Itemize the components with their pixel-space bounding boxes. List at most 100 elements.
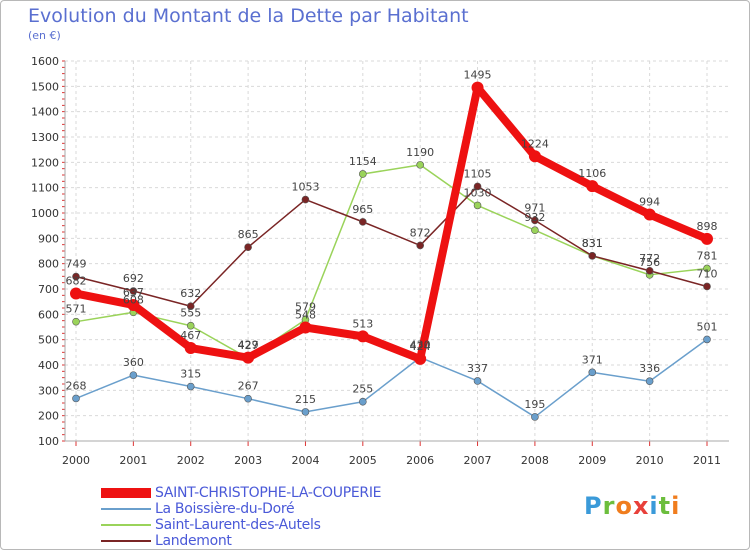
data-point <box>531 413 539 421</box>
data-labels: 682 637 467 429 548 513 424 1495 1224 1106 994 898 2… <box>66 69 718 411</box>
x-tick-label: 2009 <box>578 454 606 467</box>
data-label: 513 <box>352 317 373 330</box>
x-tick-label: 2005 <box>349 454 377 467</box>
data-label: 427 <box>238 339 259 352</box>
data-label: 430 <box>410 338 431 351</box>
y-tick-labels: 100 200 300 400 500 600 700 800 900 1000 1100 1200 1… <box>31 55 59 448</box>
y-tick-label: 800 <box>38 258 59 271</box>
data-point <box>531 226 539 235</box>
data-point <box>473 377 482 385</box>
data-point <box>414 352 427 365</box>
x-tick-label: 2010 <box>636 454 664 467</box>
data-label: 315 <box>180 368 201 381</box>
y-tick-label: 1400 <box>31 106 59 119</box>
data-point <box>473 201 482 210</box>
x-tick-label: 2001 <box>119 454 147 467</box>
data-label: 337 <box>467 362 488 375</box>
x-tick-label: 2004 <box>291 454 319 467</box>
logo-letter: P <box>584 492 603 520</box>
data-point <box>586 180 599 193</box>
data-point <box>473 182 482 191</box>
y-tick-label: 1200 <box>31 156 59 169</box>
data-point <box>703 264 711 273</box>
data-label: 1495 <box>464 69 492 82</box>
logo-letter: x <box>632 492 650 520</box>
legend-swatch <box>101 517 151 533</box>
y-tick-label: 1000 <box>31 207 59 220</box>
y-tick-label: 1600 <box>31 55 59 68</box>
data-label: 255 <box>352 383 373 396</box>
chart-title: Evolution du Montant de la Dette par Hab… <box>28 5 469 27</box>
data-label: 267 <box>238 380 259 393</box>
data-label: 749 <box>66 258 87 271</box>
series-lines <box>70 81 713 421</box>
chart-unit-label: (en €) <box>28 29 61 42</box>
data-point <box>703 335 711 344</box>
data-label: 682 <box>66 275 87 288</box>
x-tick-label: 2002 <box>177 454 205 467</box>
data-point <box>645 266 654 275</box>
data-point <box>701 232 713 245</box>
data-point <box>588 368 597 377</box>
y-tick-label: 1300 <box>31 131 59 144</box>
proxiti-logo: Proxiti <box>584 492 680 520</box>
series-line <box>75 338 708 418</box>
y-tick-label: 1100 <box>31 182 59 195</box>
data-label: 360 <box>123 356 144 369</box>
y-tick-label: 200 <box>38 410 59 423</box>
x-tick-labels: 2000 2001 2002 2003 2004 2005 2006 2007 2008 2009… <box>62 454 721 467</box>
data-label: 710 <box>697 267 718 280</box>
data-point <box>186 302 195 311</box>
legend-label: Landemont <box>155 533 232 549</box>
series-line <box>72 83 711 363</box>
data-point <box>531 216 539 225</box>
x-tick-label: 2008 <box>521 454 549 467</box>
data-point <box>301 408 310 416</box>
data-label: 1190 <box>406 146 434 159</box>
legend-label: La Boissière-du-Doré <box>155 501 295 517</box>
x-tick-label: 2011 <box>693 454 721 467</box>
legend-label: SAINT-CHRISTOPHE-LA-COUPERIE <box>155 485 382 501</box>
data-point <box>703 282 711 291</box>
logo-letter: o <box>615 492 633 520</box>
data-label: 336 <box>639 362 660 375</box>
y-tick-label: 100 <box>38 435 59 448</box>
data-point <box>643 208 656 221</box>
data-label: 692 <box>123 272 144 285</box>
data-label: 1105 <box>464 167 492 180</box>
legend-swatch <box>101 501 151 517</box>
data-label: 781 <box>697 249 718 262</box>
data-point <box>244 394 252 403</box>
data-point <box>129 371 138 379</box>
x-tick-label: 2000 <box>62 454 90 467</box>
data-label: 1154 <box>349 155 377 168</box>
legend-line <box>101 508 151 510</box>
data-label: 831 <box>582 237 603 250</box>
data-label: 932 <box>524 211 545 224</box>
data-label: 548 <box>295 309 316 322</box>
data-point <box>70 287 82 300</box>
y-tick-label: 300 <box>38 384 59 397</box>
x-tick-label: 2006 <box>406 454 434 467</box>
data-label: 371 <box>582 353 603 366</box>
plot-area <box>65 61 729 441</box>
data-point <box>72 394 80 403</box>
grid-lines <box>65 60 729 442</box>
data-label: 898 <box>697 220 718 233</box>
data-label: 467 <box>180 329 201 342</box>
series-line <box>75 185 708 307</box>
data-label: 555 <box>180 307 201 320</box>
y-tick-label: 900 <box>38 232 59 245</box>
data-point <box>184 342 197 355</box>
y-tick-label: 500 <box>38 334 59 347</box>
y-tick-label: 600 <box>38 308 59 321</box>
legend-swatch <box>101 533 151 549</box>
data-point <box>416 161 424 169</box>
data-point <box>72 272 80 281</box>
data-point <box>186 321 195 330</box>
data-label: 637 <box>123 286 144 299</box>
data-label: 571 <box>66 303 87 316</box>
x-tick-label: 2007 <box>464 454 492 467</box>
data-point <box>471 81 484 94</box>
